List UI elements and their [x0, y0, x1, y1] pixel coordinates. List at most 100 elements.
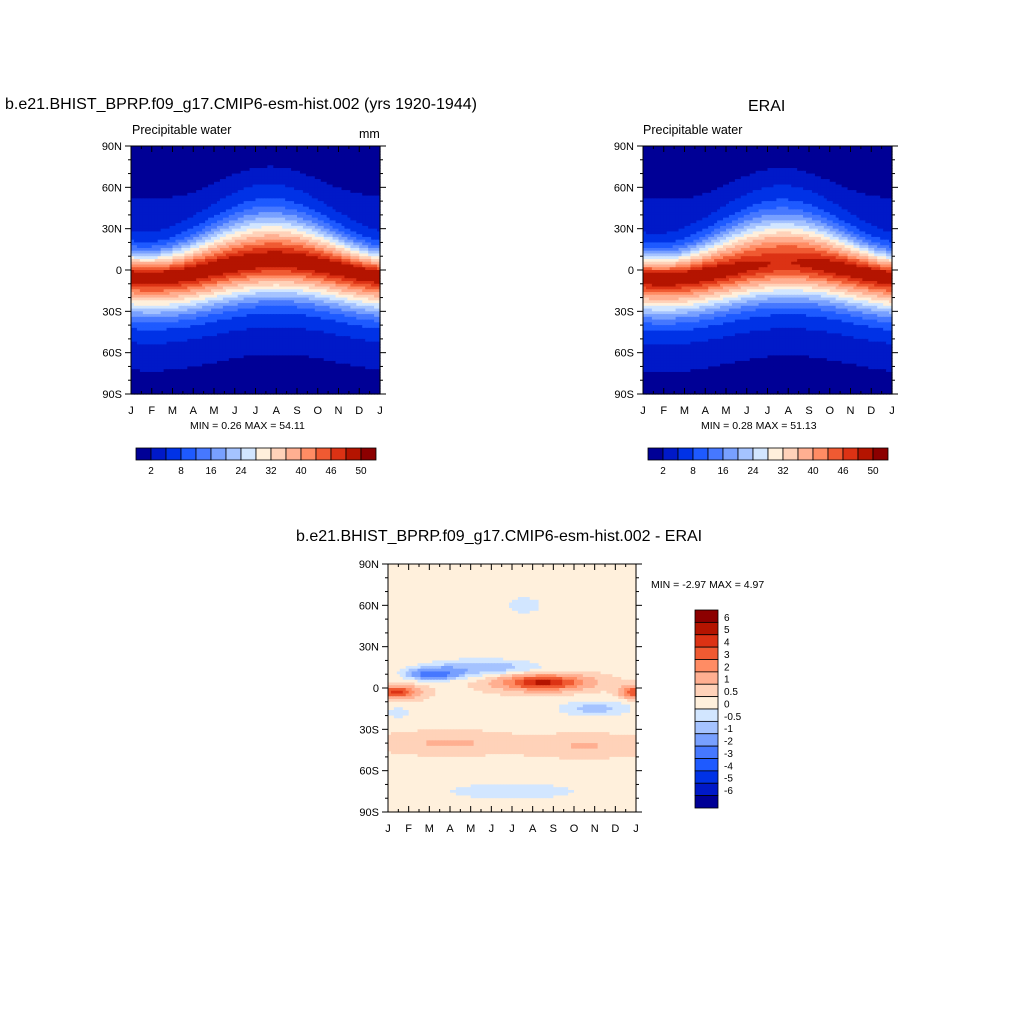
x-tick-label: N: [591, 823, 599, 835]
colorbar-box: [813, 448, 828, 460]
colorbar-box: [181, 448, 196, 460]
colorbar-box: [695, 610, 718, 622]
y-tick-label: 0: [373, 683, 379, 695]
colorbar-box: [695, 635, 718, 647]
model-field: [131, 146, 381, 395]
colorbar-box: [346, 448, 361, 460]
x-tick-label: A: [273, 405, 281, 417]
x-tick-label: A: [529, 823, 537, 835]
y-tick-label: 90N: [359, 559, 379, 571]
x-tick-label: J: [489, 823, 495, 835]
colorbar-box: [271, 448, 286, 460]
x-tick-label: O: [313, 405, 322, 417]
colorbar-box: [843, 448, 858, 460]
x-tick-label: J: [377, 405, 383, 417]
x-tick-label: S: [805, 405, 812, 417]
colorbar-box: [695, 734, 718, 746]
colorbar-label: 4: [724, 638, 730, 649]
colorbar-box: [678, 448, 693, 460]
colorbar-label: 2: [724, 662, 730, 673]
colorbar-label: 24: [235, 466, 247, 477]
y-tick-label: 60S: [102, 348, 122, 360]
obs-field: [643, 146, 893, 395]
colorbar-box: [695, 660, 718, 672]
x-tick-label: J: [253, 405, 259, 417]
colorbar-label: 16: [205, 466, 217, 477]
colorbar-box: [858, 448, 873, 460]
colorbar-box: [648, 448, 663, 460]
x-tick-label: F: [405, 823, 412, 835]
colorbar-box: [753, 448, 768, 460]
colorbar-label: 50: [867, 466, 879, 477]
y-tick-label: 90S: [359, 807, 379, 819]
colorbar-box: [828, 448, 843, 460]
colorbar-label: 24: [747, 466, 759, 477]
colorbar-box: [695, 796, 718, 808]
x-tick-label: N: [847, 405, 855, 417]
x-tick-label: J: [889, 405, 895, 417]
y-tick-label: 30S: [102, 306, 122, 318]
colorbar-1: 2 8 16 24 32 40 46 50: [648, 448, 888, 477]
colorbar-box: [361, 448, 376, 460]
x-tick-label: S: [550, 823, 557, 835]
colorbar-box: [695, 672, 718, 684]
colorbar-box: [663, 448, 678, 460]
x-tick-label: A: [702, 405, 710, 417]
x-tick-label: F: [148, 405, 155, 417]
colorbar-box: [695, 684, 718, 696]
colorbar-label: 2: [660, 466, 666, 477]
x-tick-label: J: [633, 823, 639, 835]
colorbar-label: 3: [724, 650, 730, 661]
colorbar-box: [695, 746, 718, 758]
colorbar-box: [695, 622, 718, 634]
colorbar-label: -1: [724, 724, 733, 735]
colorbar-label: 0: [724, 699, 730, 710]
x-tick-label: M: [425, 823, 434, 835]
colorbar-label: 32: [265, 466, 277, 477]
colorbar-box: [241, 448, 256, 460]
colorbar-box: [151, 448, 166, 460]
x-tick-label: M: [466, 823, 475, 835]
colorbar-label: 40: [295, 466, 307, 477]
colorbar-label: 8: [690, 466, 696, 477]
colorbar-box: [798, 448, 813, 460]
x-tick-label: O: [570, 823, 579, 835]
colorbar-label: 40: [807, 466, 819, 477]
x-tick-label: J: [385, 823, 391, 835]
colorbar-box: [695, 783, 718, 795]
x-tick-label: D: [355, 405, 363, 417]
x-tick-label: J: [509, 823, 515, 835]
y-tick-label: 90N: [102, 141, 122, 153]
colorbar-label: 2: [148, 466, 154, 477]
colorbar-box: [695, 771, 718, 783]
x-tick-label: A: [190, 405, 198, 417]
x-tick-label: A: [446, 823, 454, 835]
y-tick-label: 0: [116, 265, 122, 277]
colorbar-label: 0.5: [724, 687, 738, 698]
colorbar-box: [166, 448, 181, 460]
colorbar-box: [256, 448, 271, 460]
y-tick-label: 60N: [359, 600, 379, 612]
colorbar-box: [301, 448, 316, 460]
y-tick-label: 0: [628, 265, 634, 277]
colorbar-label: -0.5: [724, 712, 742, 723]
colorbar-box: [695, 759, 718, 771]
y-tick-label: 90S: [102, 389, 122, 401]
colorbar-box: [211, 448, 226, 460]
colorbar-box: [286, 448, 301, 460]
colorbar-label: 1: [724, 675, 730, 686]
y-tick-label: 60S: [359, 766, 379, 778]
x-tick-label: J: [128, 405, 134, 417]
x-tick-label: M: [209, 405, 218, 417]
diff-field: [388, 564, 637, 813]
colorbar-box: [136, 448, 151, 460]
colorbar-box: [316, 448, 331, 460]
colorbar-box: [723, 448, 738, 460]
x-tick-label: M: [168, 405, 177, 417]
y-tick-label: 30S: [359, 724, 379, 736]
colorbar-label: -6: [724, 786, 733, 797]
colorbar-label: 46: [325, 466, 337, 477]
x-tick-label: J: [765, 405, 771, 417]
